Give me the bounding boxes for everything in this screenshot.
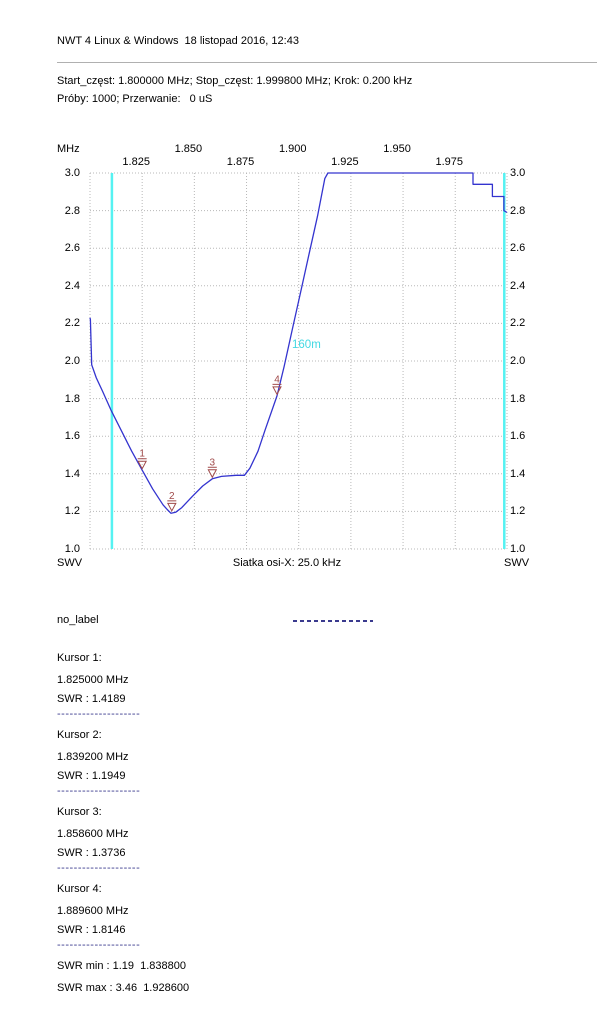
x-tick-label: 1.925 <box>331 156 359 168</box>
cursor-info-title: Kursor 1: <box>57 652 102 664</box>
y-tick-label-right: 2.8 <box>510 204 526 217</box>
x-tick-label: 1.850 <box>174 143 203 155</box>
sweep-parameters: Start_częst: 1.800000 MHz; Stop_częst: 1… <box>57 75 413 87</box>
y-tick-label-right: 1.8 <box>510 392 526 405</box>
cursor-info-separator: -------------------- <box>57 708 141 720</box>
cursor-marker-4[interactable]: 4 <box>272 374 282 396</box>
y-tick-label-right: 1.4 <box>510 467 526 480</box>
y-tick-label-left: 1.4 <box>64 467 80 480</box>
y-tick-label-right: 2.2 <box>510 317 526 330</box>
cursor-info-swr: SWR : 1.3736 <box>57 847 126 859</box>
y-tick-label-right: 2.6 <box>510 242 526 255</box>
y-tick-label-left: 2.8 <box>64 204 80 217</box>
y-axis-name-left: SWV <box>57 557 83 569</box>
band-label: 160m <box>292 339 321 351</box>
y-tick-label-right: 3.0 <box>510 167 526 179</box>
y-tick-label-right: 2.0 <box>510 355 526 367</box>
y-tick-label-right: 1.6 <box>510 430 526 443</box>
x-tick-label: 1.975 <box>435 156 463 168</box>
y-tick-label-right: 1.0 <box>510 543 526 555</box>
cursor-info-swr: SWR : 1.4189 <box>57 693 126 705</box>
cursor-triangle-icon <box>137 460 148 470</box>
cursor-number: 2 <box>169 491 175 502</box>
cursor-info-swr: SWR : 1.1949 <box>57 770 126 782</box>
swr-max-readout: SWR max : 3.46 1.928600 <box>57 982 190 994</box>
cursor-info-title: Kursor 2: <box>57 729 102 741</box>
swr-min-readout: SWR min : 1.19 1.838800 <box>57 960 187 972</box>
y-tick-label-left: 2.2 <box>64 317 80 330</box>
cursor-info-separator: -------------------- <box>57 785 141 797</box>
cursor-marker-3[interactable]: 3 <box>207 457 218 479</box>
cursor-info-frequency: 1.839200 MHz <box>57 751 129 763</box>
cursor-number: 3 <box>210 457 216 468</box>
cursor-info-separator: -------------------- <box>57 939 141 951</box>
cursor-triangle-icon <box>166 502 177 512</box>
cursor-number: 1 <box>139 449 145 460</box>
trace-line-sample <box>293 620 373 622</box>
y-tick-label-left: 1.2 <box>64 505 80 518</box>
trace-name-label: no_label <box>57 614 99 626</box>
y-tick-label-left: 1.0 <box>64 543 80 555</box>
x-tick-label: 1.950 <box>383 143 411 155</box>
cursor-triangle-icon <box>207 469 218 479</box>
cursor-info-separator: -------------------- <box>57 862 141 874</box>
x-grid-step-caption: Siatka osi-X: 25.0 kHz <box>232 557 342 569</box>
cursor-info-swr: SWR : 1.8146 <box>57 924 126 936</box>
x-tick-label: 1.875 <box>226 156 255 168</box>
window-title: NWT 4 Linux & Windows 18 listopad 2016, … <box>57 35 299 47</box>
x-tick-label: 1.900 <box>278 143 307 155</box>
cursor-info-title: Kursor 3: <box>57 806 102 818</box>
cursor-triangle-icon <box>272 386 282 396</box>
y-tick-label-left: 1.8 <box>64 392 80 405</box>
y-tick-label-left: 1.6 <box>64 430 80 443</box>
cursor-marker-1[interactable]: 1 <box>137 449 148 470</box>
cursor-info-frequency: 1.858600 MHz <box>57 828 129 840</box>
y-tick-label-right: 2.4 <box>510 279 526 292</box>
swr-plot: 160m 1 2 3 4 <box>89 172 508 550</box>
header-divider <box>57 62 597 63</box>
cursor-number: 4 <box>274 374 280 385</box>
y-axis-name-right: SWV <box>504 557 530 569</box>
cursor-marker-2[interactable]: 2 <box>166 491 177 512</box>
cursor-info-frequency: 1.889600 MHz <box>57 905 129 917</box>
x-axis-unit-label: MHz <box>57 143 80 155</box>
y-tick-label-left: 3.0 <box>64 167 80 179</box>
y-tick-label-left: 2.6 <box>64 242 80 255</box>
x-tick-label: 1.825 <box>122 156 150 168</box>
cursor-info-frequency: 1.825000 MHz <box>57 674 129 686</box>
cursor-info-title: Kursor 4: <box>57 883 102 895</box>
swr-trace <box>89 172 508 514</box>
y-tick-label-right: 1.2 <box>510 505 526 518</box>
y-tick-label-left: 2.4 <box>64 279 80 292</box>
sample-parameters: Próby: 1000; Przerwanie: 0 uS <box>57 93 213 105</box>
y-tick-label-left: 2.0 <box>64 355 80 367</box>
